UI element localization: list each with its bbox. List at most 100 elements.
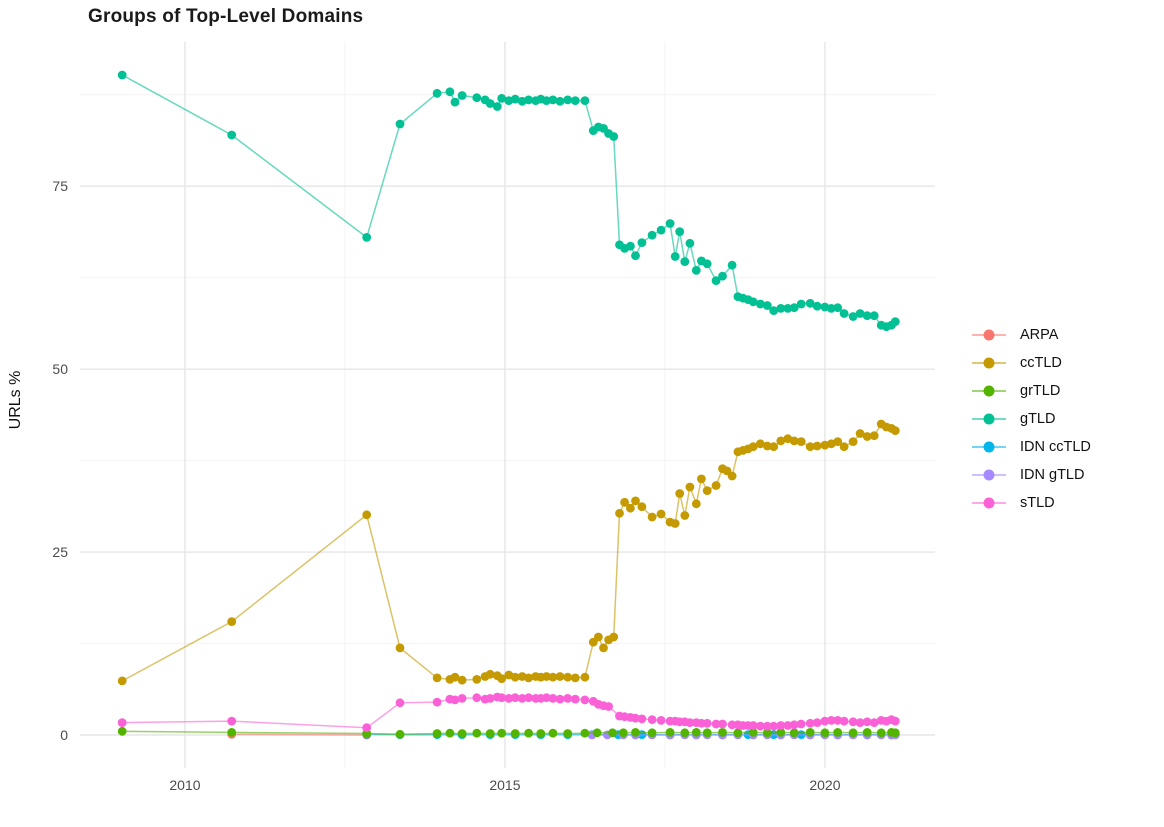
data-point — [748, 297, 758, 307]
legend-key-dot — [983, 497, 995, 509]
data-point — [665, 728, 675, 737]
data-point — [485, 729, 495, 738]
data-point — [580, 728, 590, 738]
legend-key-dot — [983, 441, 995, 453]
data-point — [805, 718, 815, 728]
data-point — [826, 716, 836, 725]
data-point — [570, 673, 580, 683]
data-point — [524, 95, 533, 105]
data-point — [762, 301, 772, 310]
data-point — [702, 718, 712, 728]
data-point — [796, 719, 806, 729]
chart-title: Groups of Top-Level Domains — [88, 6, 364, 27]
data-point — [670, 519, 680, 528]
data-point — [457, 675, 467, 685]
data-point — [839, 716, 849, 726]
series-cctld — [117, 419, 900, 686]
data-point — [820, 716, 830, 726]
legend-key-dot — [983, 357, 995, 369]
data-point — [631, 728, 640, 737]
data-point — [727, 260, 737, 270]
data-point — [510, 672, 520, 682]
data-point — [362, 233, 372, 242]
data-point — [820, 728, 830, 738]
data-point — [656, 716, 666, 725]
data-point — [711, 719, 721, 729]
data-point — [727, 471, 737, 481]
data-point — [227, 728, 237, 737]
data-point — [702, 259, 712, 269]
data-point — [227, 130, 237, 140]
data-point — [869, 311, 879, 321]
legend-key-dot — [983, 385, 995, 397]
y-tick-label-75: 75 — [52, 178, 68, 194]
data-point — [563, 694, 573, 703]
data-point — [680, 257, 690, 266]
data-point — [117, 676, 127, 686]
data-point — [783, 721, 793, 730]
data-point — [517, 694, 527, 703]
legend-label: gTLD — [1020, 411, 1056, 427]
data-point — [762, 721, 772, 731]
data-point — [675, 489, 685, 498]
data-point — [812, 301, 822, 311]
data-point — [789, 720, 799, 730]
data-point — [769, 306, 779, 315]
data-point — [711, 481, 721, 490]
data-point — [748, 442, 758, 452]
legend-item-cctld: ccTLD — [972, 349, 1091, 377]
data-point — [497, 674, 507, 684]
data-point — [691, 728, 701, 737]
data-point — [450, 695, 460, 705]
data-point — [608, 728, 617, 738]
data-point — [497, 94, 507, 103]
data-point — [631, 251, 640, 261]
data-point — [615, 508, 624, 518]
data-point — [362, 510, 372, 520]
data-point — [656, 225, 666, 235]
gridlines — [80, 42, 935, 768]
data-point — [631, 496, 640, 506]
data-point — [548, 95, 558, 105]
data-point — [789, 728, 799, 738]
data-point — [542, 672, 551, 681]
data-point — [833, 303, 843, 313]
data-point — [748, 728, 758, 737]
legend-item-arpa: ARPA — [972, 321, 1091, 349]
legend-item-idn-cctld: IDN ccTLD — [972, 433, 1091, 461]
data-point — [848, 312, 858, 321]
series-stld — [117, 692, 900, 733]
legend-item-idn-gtld: IDN gTLD — [972, 461, 1091, 489]
data-point — [604, 702, 613, 711]
data-point — [805, 298, 815, 308]
data-point — [776, 728, 786, 737]
data-point — [580, 672, 590, 682]
data-point — [647, 230, 657, 240]
data-point — [670, 252, 680, 261]
data-point — [762, 728, 772, 738]
data-point — [890, 728, 900, 738]
data-point — [656, 509, 666, 519]
data-point — [812, 441, 822, 451]
data-point — [691, 266, 701, 275]
data-point — [855, 718, 865, 727]
data-point — [876, 728, 886, 738]
data-point — [869, 718, 879, 727]
data-point — [848, 437, 858, 446]
data-point — [702, 486, 712, 495]
data-point — [457, 694, 467, 703]
series-gtld — [117, 70, 900, 332]
y-tick-label-50: 50 — [52, 361, 68, 377]
data-point — [485, 669, 495, 679]
data-point — [702, 728, 712, 738]
data-point — [445, 728, 455, 738]
data-point — [432, 88, 442, 98]
data-point — [776, 721, 786, 730]
data-point — [524, 728, 533, 738]
data-point — [637, 502, 647, 512]
data-point — [117, 70, 127, 80]
data-point — [637, 714, 647, 724]
x-tick-label-2020: 2020 — [809, 777, 840, 793]
data-point — [862, 432, 872, 441]
